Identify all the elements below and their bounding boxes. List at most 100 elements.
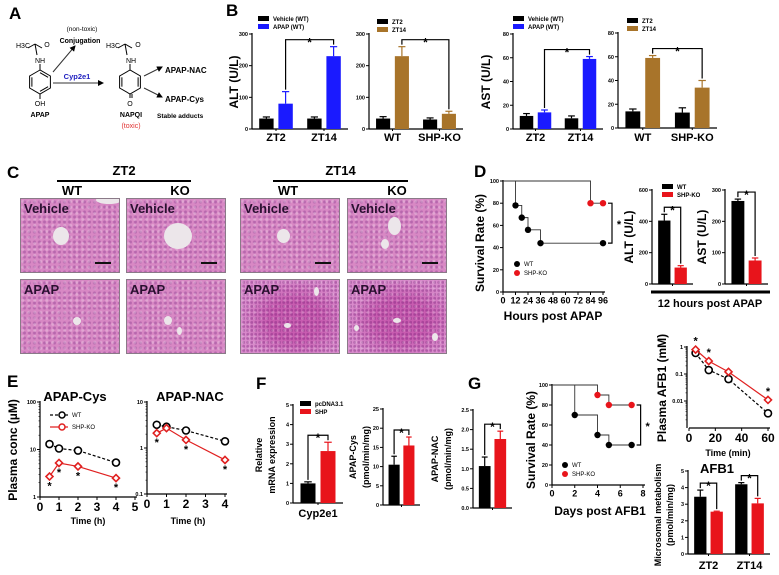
category-label: ZT14 (737, 560, 764, 572)
legend-label: APAP (WT) (273, 25, 304, 31)
conjugation-arrow (52, 45, 76, 73)
y-tick-label: 60 (608, 55, 614, 61)
y-tick-label: 0 (362, 127, 365, 133)
significance-star: * (744, 188, 749, 202)
cys-arrow (143, 87, 163, 98)
x-axis-title: Time (h) (71, 516, 106, 526)
legend-swatch (513, 16, 524, 21)
x-axis-title: Time (min) (705, 448, 750, 458)
non-toxic-label: (non-toxic) (67, 26, 98, 33)
histology-image: Vehicle (20, 198, 120, 273)
y-tick-label: 3 (286, 442, 289, 448)
y-tick-label: 20 (608, 102, 614, 108)
double-bond (39, 72, 49, 78)
col-header-ko: KO (387, 183, 407, 198)
double-bond (39, 86, 49, 92)
y-axis-title: APAP-NAC (430, 435, 440, 482)
significance-star: * (155, 437, 160, 449)
histology-image: APAP (20, 279, 120, 354)
data-point (518, 214, 525, 221)
bar (582, 58, 597, 129)
x-tick-label: 8 (640, 489, 645, 499)
col-header-wt: WT (277, 183, 299, 198)
y-tick-label: 0 (645, 282, 648, 288)
bar (645, 57, 661, 128)
significance-star: * (423, 36, 428, 50)
x-tick-label: 6 (618, 489, 623, 499)
bar (735, 484, 748, 554)
bar (658, 220, 671, 284)
oh-label: OH (35, 101, 46, 108)
significance-star: * (114, 482, 119, 494)
x-tick-label: 48 (548, 296, 558, 306)
y-tick-label: 80 (503, 32, 509, 38)
y-tick-label: 40 (608, 79, 614, 85)
y-tick-label: 3 (681, 502, 684, 508)
bar (307, 118, 322, 129)
legend-label: pcDNA3.1 (315, 402, 344, 408)
legend-label: ZT2 (392, 20, 403, 26)
significance-star: * (693, 336, 698, 348)
group-header-zt2: ZT2 (112, 163, 136, 178)
category-label: ZT14 (568, 132, 595, 144)
significance-star: * (670, 203, 675, 217)
legend-label: WT (72, 413, 82, 419)
x-tick-label: 36 (535, 296, 545, 306)
panel-label-f: F (256, 374, 267, 393)
y-tick-label: 20 (493, 268, 499, 274)
significance-star: * (76, 470, 81, 482)
data-point (45, 439, 54, 449)
data-point (220, 436, 230, 446)
legend-swatch (627, 26, 638, 31)
x-tick-label: 4 (113, 500, 120, 514)
y-tick-label: 4 (286, 423, 290, 429)
panel-label-a: A (9, 4, 22, 23)
bar (320, 451, 336, 503)
data-point (54, 458, 64, 468)
x-tick-label: 24 (523, 296, 533, 306)
y-tick-label: 60 (503, 56, 509, 62)
data-point (628, 401, 635, 409)
data-point (73, 461, 83, 472)
legend-swatch (377, 19, 388, 24)
significance-bracket (608, 202, 613, 244)
significance-bracket (393, 429, 410, 455)
data-point (73, 446, 83, 455)
significance-star: * (766, 386, 771, 398)
conjugation-label: Conjugation (60, 38, 101, 45)
x-tick-label: 3 (94, 500, 101, 514)
legend-marker (562, 471, 568, 477)
y-tick-label: 15 (373, 445, 379, 451)
significance-star: * (223, 464, 228, 476)
legend-label: WT (572, 463, 582, 469)
y-axis-title: mRNA expression (267, 416, 277, 493)
significance-bracket (737, 191, 756, 256)
y-tick-label: 200 (356, 64, 365, 70)
legend-marker (514, 261, 520, 267)
significance-star: * (57, 467, 62, 479)
y-axis-title: ALT (U/L) (227, 55, 241, 108)
category-label: ZT2 (526, 132, 546, 144)
bar (694, 496, 707, 554)
panel-label-e: E (7, 372, 19, 391)
x-tick-label: 0 (500, 296, 505, 306)
series-line (156, 427, 226, 461)
bond (34, 43, 38, 56)
y-tick-label: 0 (286, 501, 289, 507)
bar (537, 112, 552, 129)
significance-star: * (675, 45, 680, 59)
histology-image: APAP (347, 279, 447, 354)
bar (710, 511, 723, 554)
y-tick-label: 0.01 (672, 399, 683, 405)
significance-bracket (543, 48, 591, 108)
legend-label: SHP-KO (524, 271, 547, 277)
y-tick-label: 1 (681, 535, 684, 541)
category-label: WT (384, 132, 401, 144)
significance-star: * (399, 426, 404, 440)
y-tick-label: 1.0 (461, 467, 469, 473)
category-label: Cyp2e1 (298, 508, 337, 520)
apap-label: APAP (31, 112, 50, 119)
y-tick-label: 1 (33, 495, 36, 501)
h3c-label: H3C (16, 43, 30, 50)
